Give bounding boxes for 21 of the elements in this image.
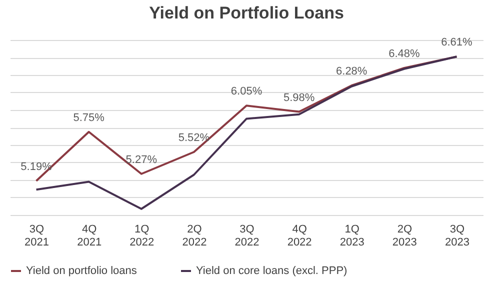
x-tick-label: 2Q 2022 bbox=[182, 224, 207, 248]
data-label: 6.61% bbox=[441, 36, 473, 49]
data-label: 5.19% bbox=[20, 160, 52, 173]
legend-label: Yield on core loans (excl. PPP) bbox=[196, 265, 348, 277]
data-label: 5.27% bbox=[126, 154, 158, 166]
data-label: 6.48% bbox=[388, 48, 420, 60]
x-tick-label: 3Q 2022 bbox=[234, 224, 260, 248]
x-tick-label: 1Q 2023 bbox=[340, 224, 364, 248]
x-tick-label: 3Q 2021 bbox=[24, 224, 50, 248]
data-label: 6.05% bbox=[230, 86, 262, 98]
legend-label: Yield on portfolio loans bbox=[26, 265, 138, 277]
x-tick-label: 1Q 2022 bbox=[130, 224, 154, 248]
x-tick-label: 4Q 2021 bbox=[77, 224, 102, 248]
data-label: 5.75% bbox=[73, 112, 105, 124]
data-label: 5.98% bbox=[283, 92, 315, 104]
x-tick-label: 4Q 2022 bbox=[287, 224, 312, 248]
data-label: 5.52% bbox=[178, 132, 210, 144]
data-label: 6.28% bbox=[336, 66, 368, 78]
x-tick-label: 3Q 2023 bbox=[444, 224, 470, 248]
chart-title: Yield on Portfolio Loans bbox=[149, 4, 344, 23]
x-tick-label: 2Q 2023 bbox=[392, 224, 417, 248]
